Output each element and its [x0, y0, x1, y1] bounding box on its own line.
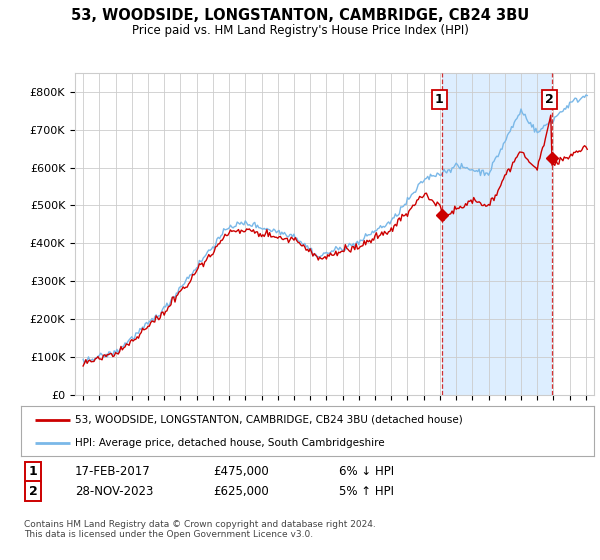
Text: 28-NOV-2023: 28-NOV-2023: [75, 484, 154, 498]
Text: £475,000: £475,000: [213, 465, 269, 478]
Text: Price paid vs. HM Land Registry's House Price Index (HPI): Price paid vs. HM Land Registry's House …: [131, 24, 469, 37]
Text: £625,000: £625,000: [213, 484, 269, 498]
Text: 53, WOODSIDE, LONGSTANTON, CAMBRIDGE, CB24 3BU: 53, WOODSIDE, LONGSTANTON, CAMBRIDGE, CB…: [71, 8, 529, 24]
Text: HPI: Average price, detached house, South Cambridgeshire: HPI: Average price, detached house, Sout…: [76, 438, 385, 448]
Text: 1: 1: [29, 465, 37, 478]
Text: 2: 2: [29, 484, 37, 498]
Text: 17-FEB-2017: 17-FEB-2017: [75, 465, 151, 478]
Text: 53, WOODSIDE, LONGSTANTON, CAMBRIDGE, CB24 3BU (detached house): 53, WOODSIDE, LONGSTANTON, CAMBRIDGE, CB…: [76, 414, 463, 424]
Text: 5% ↑ HPI: 5% ↑ HPI: [339, 484, 394, 498]
Text: 1: 1: [435, 93, 444, 106]
Text: 2: 2: [545, 93, 554, 106]
Bar: [442, 73, 552, 395]
Text: 6% ↓ HPI: 6% ↓ HPI: [339, 465, 394, 478]
Text: Contains HM Land Registry data © Crown copyright and database right 2024.
This d: Contains HM Land Registry data © Crown c…: [24, 520, 376, 539]
